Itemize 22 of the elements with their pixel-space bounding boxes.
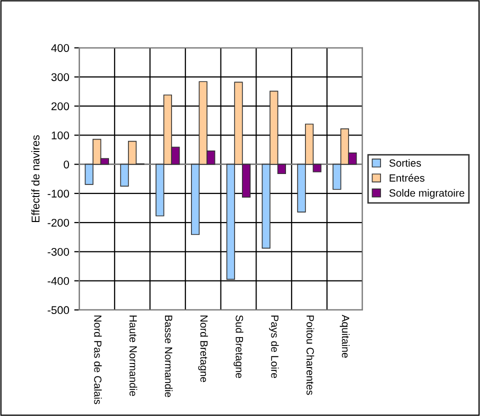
x-tick-label: Aquitaine: [340, 314, 350, 358]
y-tick-label: 0: [64, 160, 70, 168]
x-tick-label: Sud Bretagne: [234, 315, 244, 378]
legend-label: Solde migratoire: [389, 189, 464, 199]
y-tick-label: -300: [48, 248, 70, 256]
y-tick-label: -400: [48, 277, 70, 285]
legend-label: Entrées: [390, 174, 424, 182]
y-tick-label: -500: [48, 306, 70, 314]
x-tick-label: Pays de Loire: [269, 316, 279, 378]
x-tick-label: Haute Normandie: [130, 316, 138, 396]
y-tick-label: 300: [51, 73, 70, 82]
y-tick-label: 400: [51, 44, 70, 52]
legend-label: Sorties: [389, 159, 421, 167]
y-tick-label: -200: [48, 218, 70, 227]
y-tick-label: -100: [48, 190, 70, 198]
y-tick-label: 200: [52, 102, 70, 110]
x-tick-label: Poitou Charentes: [306, 316, 314, 395]
x-tick-label: Basse Normandie: [164, 316, 173, 398]
x-tick-label: Nord Pas de Calais: [94, 316, 102, 404]
x-tick-label: Nord Bretagne: [198, 316, 208, 382]
y-axis-title: Effectif de navires: [31, 135, 40, 222]
y-tick-label: 100: [52, 131, 70, 140]
